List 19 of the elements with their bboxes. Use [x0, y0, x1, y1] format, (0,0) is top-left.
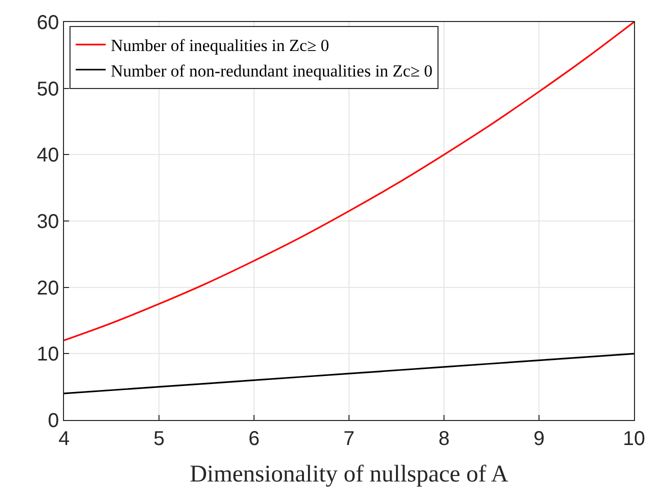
x-tick-label: 5 [153, 428, 165, 450]
x-tick-label: 4 [58, 428, 70, 450]
y-tick-label: 50 [36, 78, 59, 100]
y-tick-label: 30 [36, 211, 59, 233]
line-series [64, 22, 634, 342]
y-tick-label: 40 [36, 144, 59, 167]
x-tick-label: 7 [343, 428, 355, 450]
legend-label: Number of non-redundant inequalities in Zc≥ 0 [110, 61, 433, 80]
y-tick-label: 20 [36, 277, 59, 300]
y-tick-label: 10 [36, 344, 59, 366]
x-tick-label: 6 [248, 428, 260, 450]
y-tick-label: 60 [36, 12, 59, 34]
x-axis-title: Dimensionality of nullspace of A [190, 461, 509, 488]
x-tick-label: 8 [438, 428, 450, 450]
x-tick-label: 10 [622, 428, 646, 450]
legend-label: Number of inequalities in Zc≥ 0 [110, 36, 330, 56]
y-tick-label: 0 [48, 410, 59, 432]
x-tick-label: 9 [533, 428, 545, 450]
line-series [64, 352, 634, 394]
